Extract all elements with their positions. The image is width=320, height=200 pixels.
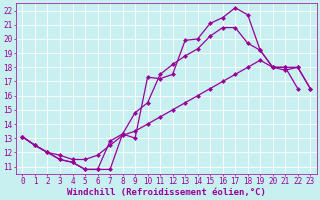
X-axis label: Windchill (Refroidissement éolien,°C): Windchill (Refroidissement éolien,°C) (67, 188, 266, 197)
